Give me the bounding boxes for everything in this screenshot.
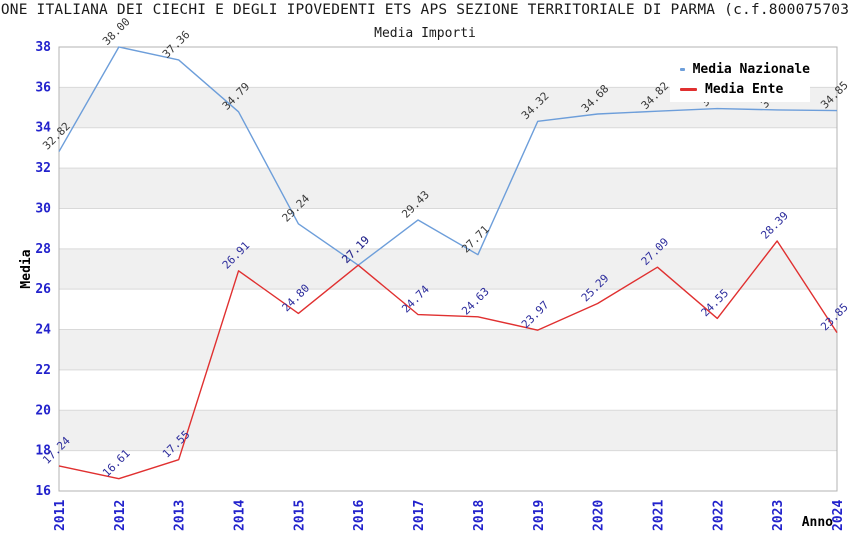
grid-band [59,248,837,290]
legend-label-media-nazionale: Media Nazionale [692,62,810,77]
point-label: 37.36 [160,28,193,61]
point-label: 28.39 [758,209,791,242]
point-label: 24.63 [459,285,492,318]
grid-band [59,329,837,370]
y-tick-label: 30 [35,201,51,216]
x-tick-label: 2020 [592,500,607,531]
y-tick-label: 24 [35,323,51,338]
y-tick-label: 22 [35,363,51,378]
x-tick-label: 2011 [53,500,68,531]
media-nazionale-line-icon [680,68,685,71]
legend-item-media-ente: Media Ente [680,82,810,97]
x-tick-label: 2021 [651,500,666,531]
x-axis-title: Anno [802,515,833,530]
legend-item-media-nazionale: Media Nazionale [680,62,810,77]
x-tick-label: 2017 [412,500,427,531]
y-tick-label: 26 [35,282,51,297]
x-tick-label: 2019 [532,500,547,531]
y-tick-label: 28 [35,242,51,257]
x-tick-label: 2013 [173,500,188,531]
point-label: 24.55 [699,287,732,320]
y-tick-label: 32 [35,161,51,176]
legend-label-media-ente: Media Ente [705,82,784,97]
series-line-media-nazionale [58,46,838,266]
chart-title: ONE ITALIANA DEI CIECHI E DEGLI IPOVEDEN… [0,2,850,18]
plot-border [58,46,838,492]
chart-legend: Media Nazionale Media Ente [670,57,810,102]
y-tick-label: 16 [35,484,51,499]
point-label: 38.00 [100,15,133,48]
media-ente-line-icon [680,88,697,91]
y-axis-title: Media [19,249,34,288]
x-tick-label: 2018 [472,500,487,531]
y-tick-label: 18 [35,444,51,459]
x-tick-label: 2016 [352,500,367,531]
x-tick-label: 2012 [113,500,128,531]
x-tick-label: 2022 [711,500,726,531]
x-tick-label: 2024 [831,500,846,531]
x-tick-label: 2023 [771,500,786,531]
y-tick-label: 34 [35,121,51,136]
chart-title-row: ONE ITALIANA DEI CIECHI E DEGLI IPOVEDEN… [0,2,850,18]
y-tick-label: 38 [35,40,51,55]
point-label: 16.61 [100,447,133,480]
grid-band [59,168,837,209]
y-tick-label: 36 [35,80,51,95]
series-line-media-ente [58,240,838,480]
x-tick-label: 2015 [292,500,307,531]
y-tick-label: 20 [35,403,51,418]
x-tick-label: 2014 [233,500,248,531]
chart-subtitle: Media Importi [374,26,476,41]
